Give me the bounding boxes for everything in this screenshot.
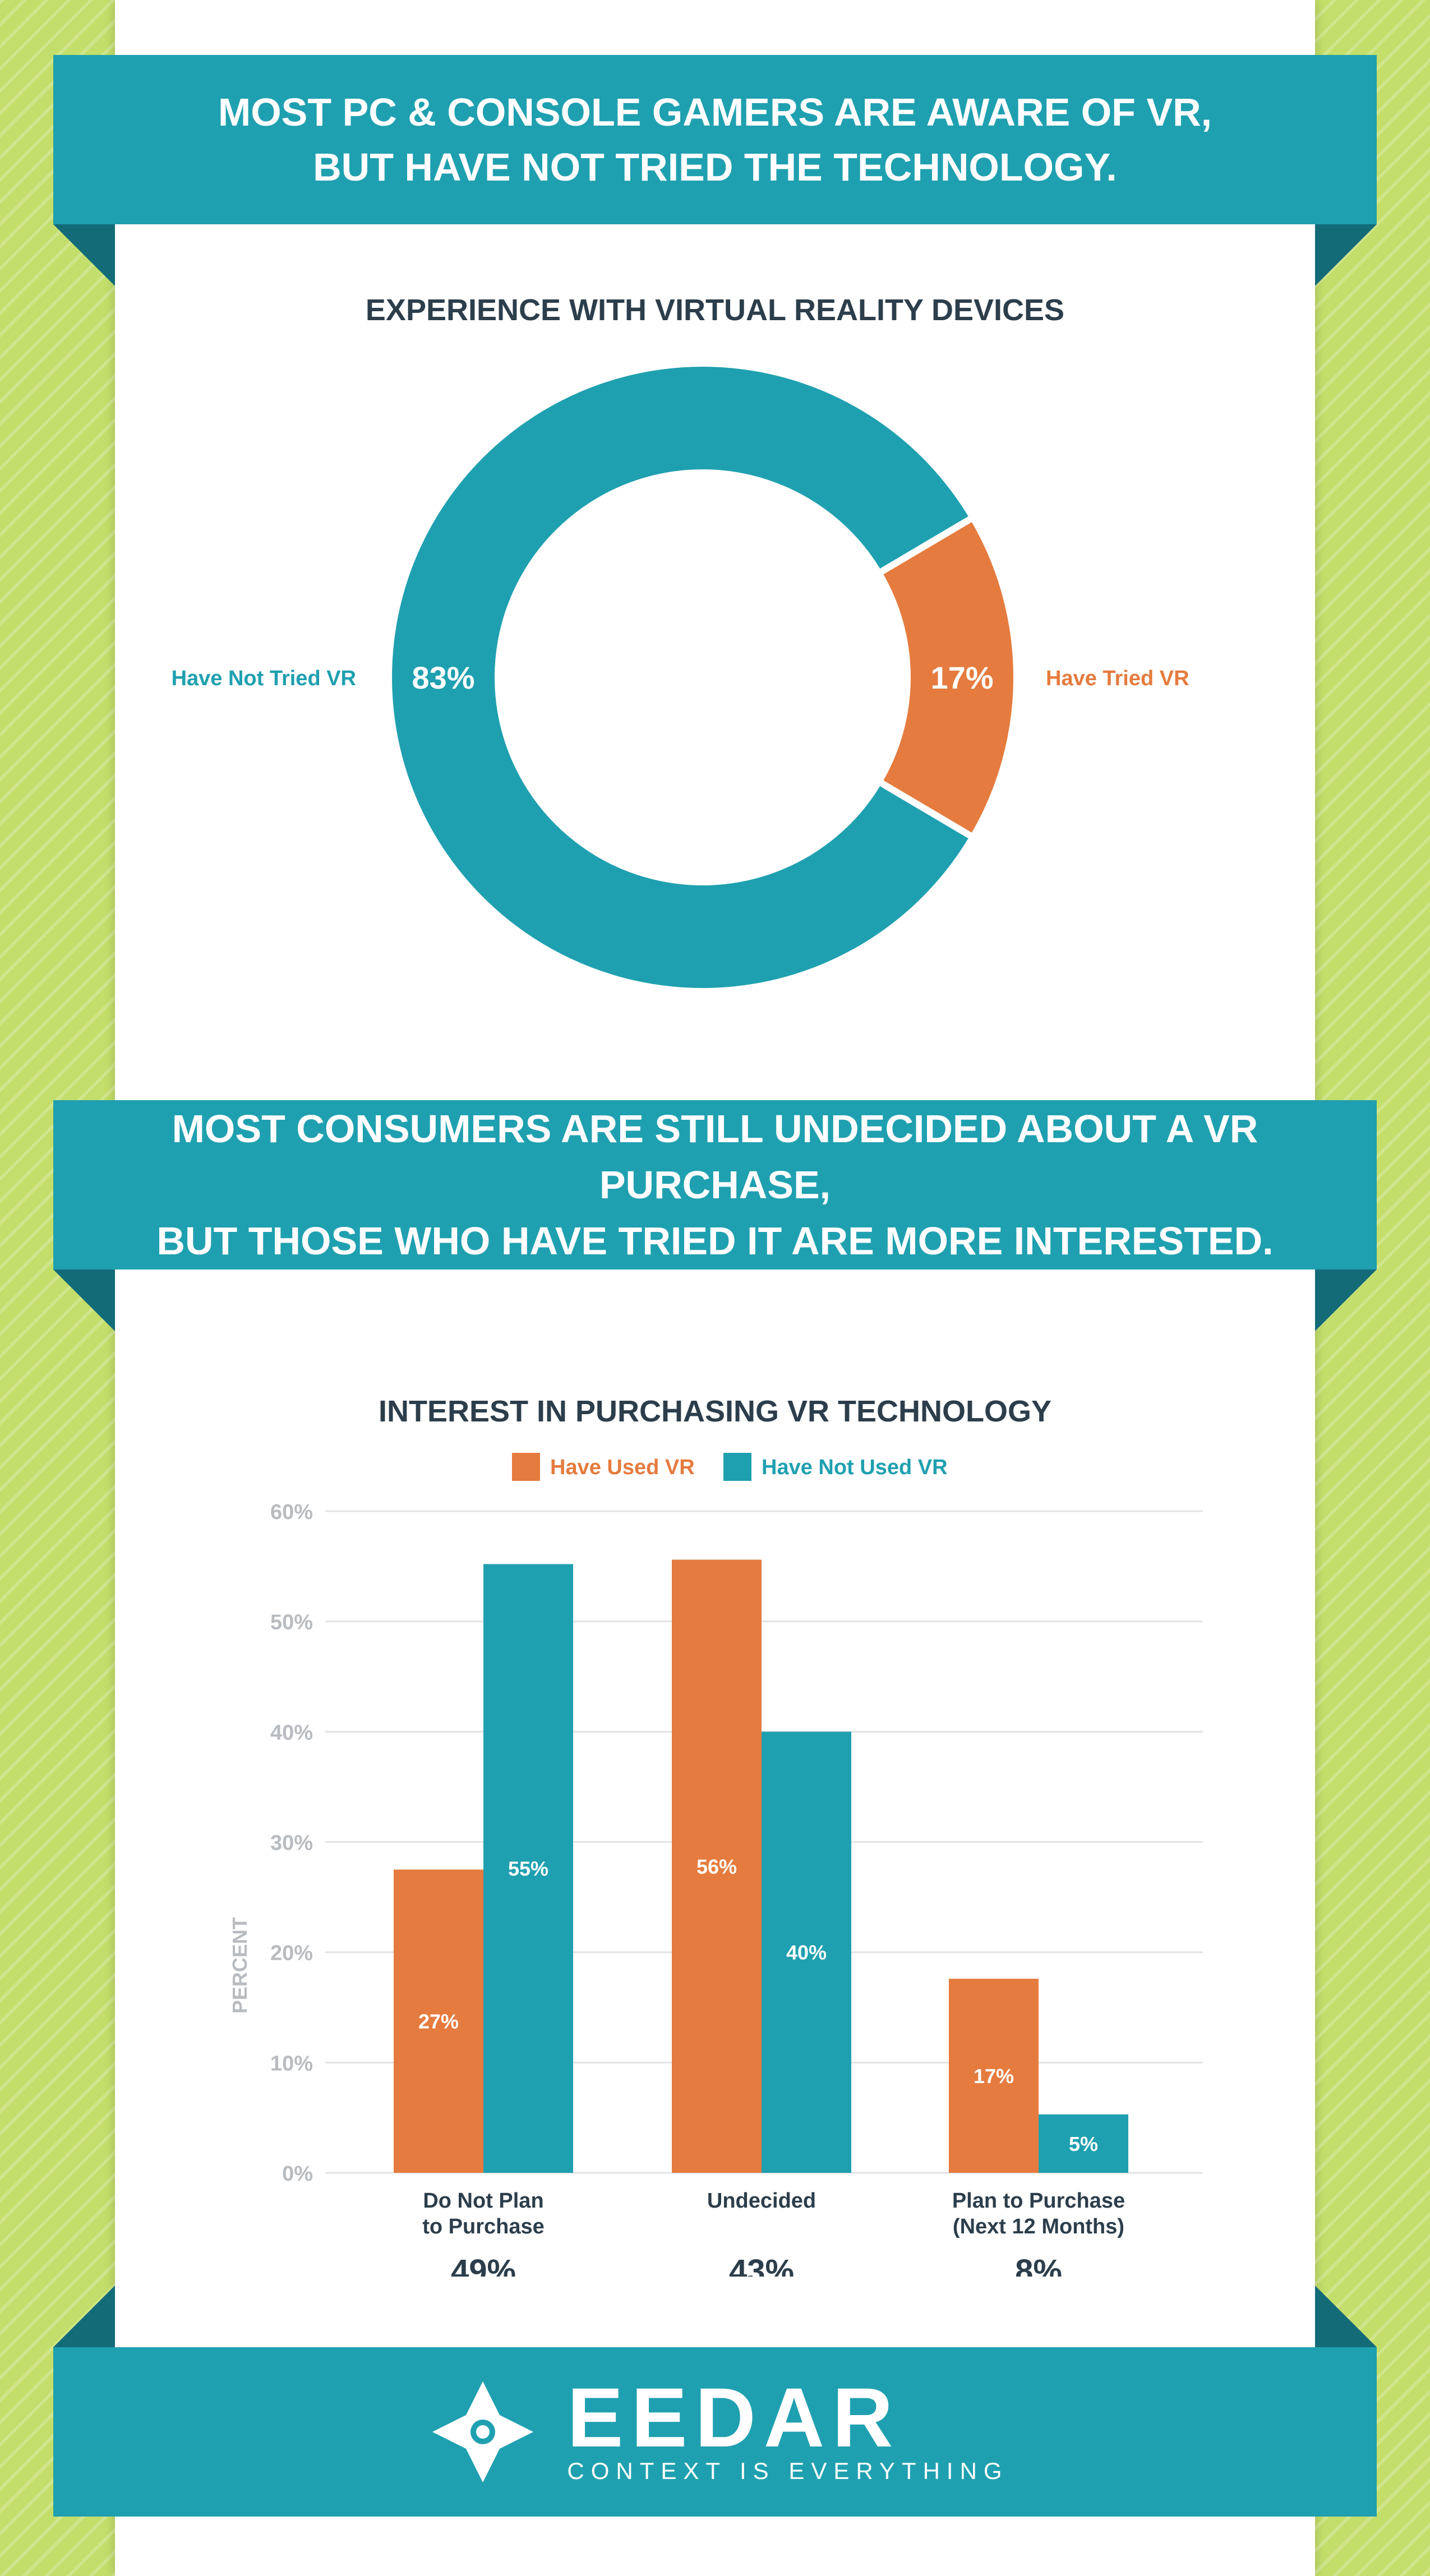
donut-label-have-not-tried: Have Not Tried VR [172, 667, 356, 690]
legend-label: Have Used VR [550, 1456, 695, 1479]
bar-chart: 0% 10% 20% 30% 40% 50% 60% PERCENT Have Used VR H… [228, 1453, 1203, 2277]
footer-banner: EEDAR CONTEXT IS EVERYTHING [53, 2347, 1377, 2517]
legend-swatch [723, 1453, 751, 1481]
bar-category-label: Undecided [707, 2189, 816, 2213]
donut-value-have-not-tried: 83% [412, 660, 474, 695]
eedar-tagline: CONTEXT IS EVERYTHING [567, 2458, 1009, 2484]
eedar-logo-icon [432, 2381, 534, 2482]
banner-awareness-line2: but have not tried the technology. [313, 145, 1117, 189]
eedar-logo: EEDAR CONTEXT IS EVERYTHING [421, 2370, 1008, 2494]
legend-label: Have Not Used VR [762, 1456, 948, 1479]
banner2-fold-left [53, 1269, 115, 1331]
bar-category-total: 8% [1015, 2253, 1062, 2277]
bar-ytick-label: 60% [270, 1501, 313, 1524]
donut-slice-have-tried [874, 513, 1020, 842]
bar-value-label: 5% [1069, 2132, 1098, 2155]
bar [483, 1564, 573, 2173]
bar-chart-title: Interest in Purchasing VR Technology [378, 1395, 1052, 1428]
bar-ytick-label: 20% [270, 1942, 313, 1965]
bar-ylabel: PERCENT [228, 1917, 251, 2014]
banner-purchase-intent: Most consumers are still undecided about… [53, 1100, 1377, 1269]
donut-slice-have-not-tried [385, 360, 978, 995]
banner1-fold-left [53, 224, 115, 286]
bar-value-label: 56% [696, 1855, 737, 1878]
banner1-fold-right [1315, 224, 1377, 286]
bar [1039, 2114, 1128, 2173]
bar-ytick-label: 40% [270, 1721, 313, 1744]
legend-swatch [512, 1453, 540, 1481]
bar-value-label: 55% [508, 1857, 548, 1880]
banner-purchase-intent-line1: Most consumers are still undecided about… [172, 1107, 1258, 1207]
bar-category-label: (Next 12 Months) [953, 2215, 1124, 2238]
bar-category-label: to Purchase [422, 2215, 545, 2238]
bar-category-total: 43% [729, 2253, 794, 2277]
bar [949, 1978, 1039, 2173]
bar-value-label: 40% [786, 1941, 827, 1964]
bar-category-label: Do Not Plan [423, 2189, 543, 2213]
bar-ytick-label: 0% [282, 2162, 313, 2186]
bar-ytick-label: 10% [270, 2052, 313, 2075]
bar [672, 1559, 762, 2173]
footer-fold-left [53, 2286, 115, 2347]
banner-awareness: Most PC & Console Gamers are aware of VR… [53, 55, 1377, 224]
bar [394, 1869, 483, 2173]
bar [762, 1732, 851, 2173]
bar-ytick-label: 50% [270, 1611, 313, 1635]
bar-value-label: 27% [418, 2010, 459, 2033]
banner-purchase-intent-line2: but those who have tried it are more int… [156, 1219, 1274, 1263]
bar-category-label: Plan to Purchase [952, 2189, 1125, 2213]
bar-value-label: 17% [974, 2065, 1014, 2088]
donut-label-have-tried: Have Tried VR [1046, 667, 1189, 690]
footer-fold-right [1315, 2286, 1377, 2347]
banner-awareness-line1: Most PC & Console Gamers are aware of VR… [218, 90, 1212, 134]
banner2-fold-right [1315, 1269, 1377, 1331]
eedar-logo-wordmark: EEDAR [567, 2370, 901, 2464]
bar-ytick-label: 30% [270, 1831, 313, 1855]
donut-value-have-tried: 17% [930, 660, 993, 695]
bar-category-total: 49% [451, 2253, 516, 2277]
donut-chart-title: Experience with Virtual Reality Devices [365, 293, 1065, 327]
donut-chart: 83% 17% Have Not Tried VR Have Tried VR [172, 360, 1189, 995]
